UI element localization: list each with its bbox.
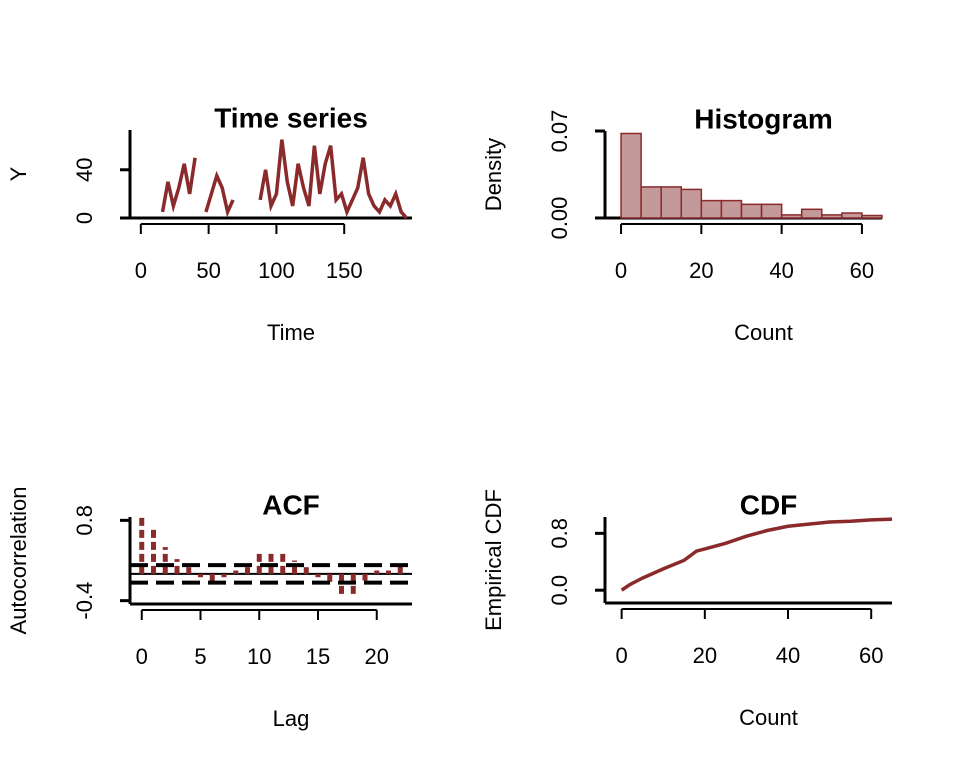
x-tick-label: 40 (769, 258, 793, 283)
chart-title: CDF (740, 489, 798, 520)
y-axis-label: Empirical CDF (481, 489, 506, 631)
x-tick-label: 10 (247, 644, 271, 669)
x-tick-label: 0 (615, 258, 627, 283)
x-tick-label: 60 (859, 643, 883, 668)
y-tick-label: 0.8 (72, 505, 97, 536)
x-tick-label: 0 (136, 644, 148, 669)
hist-bar (780, 214, 803, 219)
hist-bar (861, 214, 883, 219)
x-tick-label: 150 (326, 258, 363, 283)
y-tick-label: 0.8 (547, 518, 572, 549)
y-tick-label: 0.0 (547, 575, 572, 606)
hist-bar (680, 188, 703, 219)
x-tick-label: 60 (850, 258, 874, 283)
data-line (620, 517, 893, 592)
hist-bar (620, 132, 642, 219)
x-tick-label: 40 (776, 643, 800, 668)
x-axis-label: Time (267, 320, 315, 345)
hist-bar (720, 199, 743, 219)
x-tick-label: 100 (258, 258, 295, 283)
chart-title: Histogram (694, 103, 832, 134)
x-axis-label: Count (734, 320, 793, 345)
x-tick-label: 20 (689, 258, 713, 283)
y-axis-label: Y (6, 166, 31, 181)
y-tick-label: 0.07 (547, 110, 572, 153)
y-axis-label: Autocorrelation (6, 487, 31, 635)
chart-title: ACF (262, 489, 320, 520)
hist-bar (640, 186, 662, 219)
y-tick-label: 0.00 (547, 197, 572, 240)
x-axis-label: Count (739, 705, 798, 730)
data-line (160, 139, 408, 220)
y-axis-label: Density (481, 138, 506, 211)
x-tick-label: 5 (194, 644, 206, 669)
hist-bar (700, 199, 723, 219)
x-axis-label: Lag (273, 706, 310, 731)
x-tick-label: 20 (693, 643, 717, 668)
chart-title: Time series (214, 102, 368, 133)
x-tick-label: 15 (306, 644, 330, 669)
hist-bar (821, 214, 843, 219)
x-tick-label: 0 (135, 258, 147, 283)
x-tick-label: 50 (196, 258, 220, 283)
y-tick-label: 40 (72, 158, 97, 182)
hist-bar (660, 186, 683, 219)
x-tick-label: 20 (365, 644, 389, 669)
hist-bar (800, 208, 823, 219)
hist-bar (760, 203, 783, 219)
x-tick-label: 0 (616, 643, 628, 668)
y-tick-label: 0 (72, 212, 97, 224)
hist-bar (841, 212, 863, 219)
hist-bar (740, 203, 763, 219)
y-tick-label: -0.4 (72, 582, 97, 620)
